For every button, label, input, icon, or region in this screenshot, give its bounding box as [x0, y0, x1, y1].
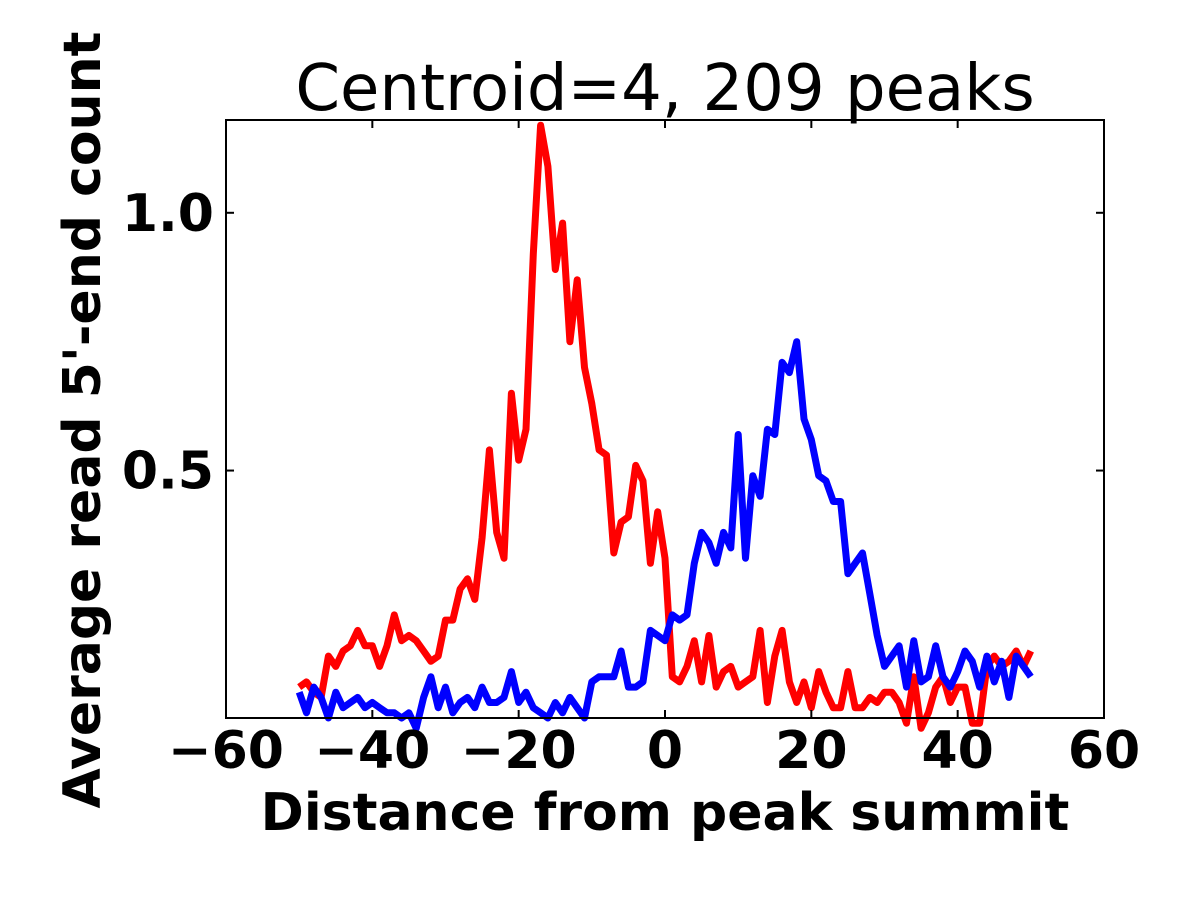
plot-frame [225, 119, 1105, 719]
x-tick-label: 40 [921, 721, 993, 781]
x-tick-label: −60 [168, 721, 284, 781]
x-tick-label: 0 [647, 721, 683, 781]
x-axis-label: Distance from peak summit [261, 783, 1070, 843]
y-tick-label: 0.5 [122, 442, 214, 502]
x-tick-label: −20 [461, 721, 577, 781]
y-axis-label: Average read 5'-end count [53, 32, 113, 809]
x-tick-label: 60 [1068, 721, 1140, 781]
series-line-1 [297, 121, 1034, 732]
plot-area [295, 121, 1034, 732]
x-tick-label: −40 [314, 721, 430, 781]
y-tick-label: 1.0 [122, 184, 214, 244]
x-tick-label: 20 [775, 721, 847, 781]
chart-title: Centroid=4, 209 peaks [295, 52, 1034, 126]
series-line-2 [295, 338, 1034, 732]
axis-ticks: −60 −40 −20 0 20 40 60 0.5 1.0 [122, 120, 1140, 781]
